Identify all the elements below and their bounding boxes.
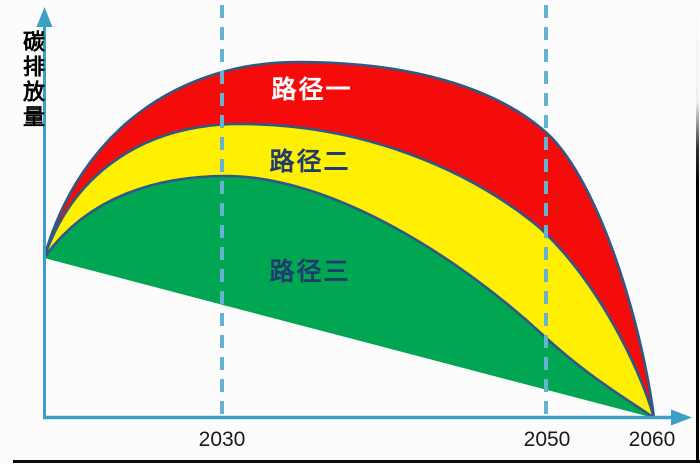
x-tick-2050: 2050	[524, 428, 571, 451]
x-axis-arrowhead	[671, 409, 692, 426]
path3-top-curve	[42, 174, 655, 420]
x-tick-2060: 2060	[629, 428, 676, 451]
path2-label: 路径二	[269, 147, 350, 176]
frame-right-border	[696, 0, 699, 463]
x-tick-2030: 2030	[199, 428, 246, 451]
y-axis-arrowhead	[36, 7, 53, 27]
path2-top-curve	[42, 122, 656, 419]
path3-label: 路径三	[269, 257, 350, 286]
path2-area-yellow	[44, 124, 654, 418]
path1-top-curve	[42, 60, 656, 419]
path1-label: 路径一	[271, 75, 352, 104]
y-axis-title: 碳排放量	[19, 30, 44, 130]
path1-area-red	[44, 62, 654, 418]
path3-area-green	[44, 176, 654, 418]
frame-bottom-border	[13, 460, 700, 463]
